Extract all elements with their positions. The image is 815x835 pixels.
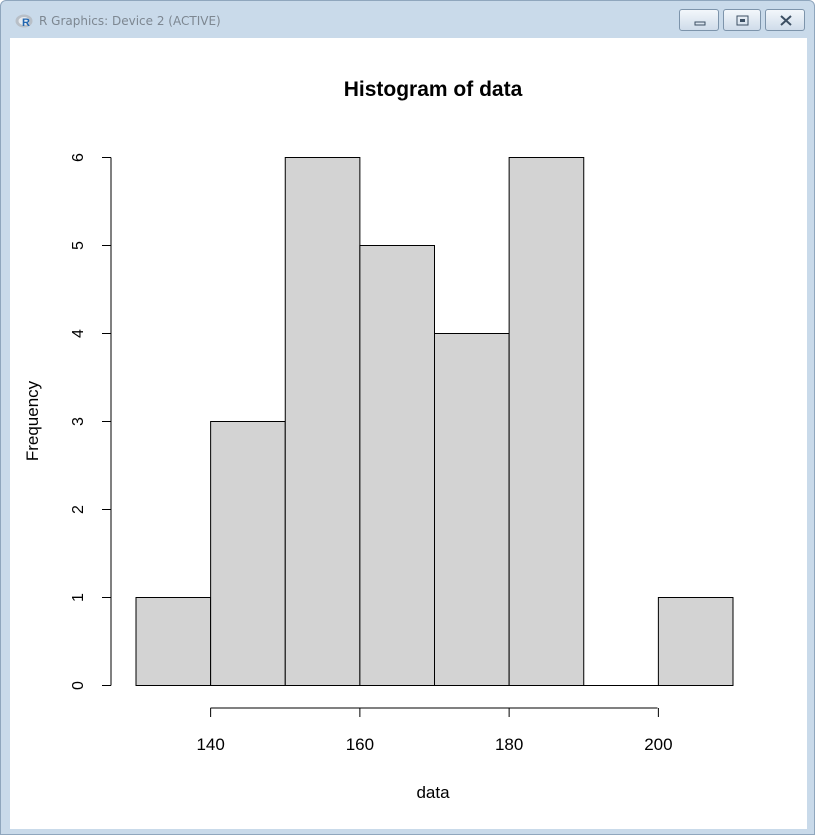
histogram-bar: [657, 597, 734, 686]
minimize-icon: [694, 21, 706, 26]
y-tick-label: 0: [70, 681, 87, 690]
x-tick-label: 200: [644, 735, 672, 754]
y-tick-label: 1: [70, 593, 87, 602]
r-logo-icon: R: [15, 14, 33, 29]
y-tick-label: 3: [70, 417, 87, 426]
y-tick-label: 2: [70, 505, 87, 514]
y-tick-label: 4: [70, 329, 87, 338]
histogram-bar: [359, 245, 435, 686]
histogram-bar: [210, 421, 286, 686]
histogram-chart: Histogram of data 0 1 2 3 4 5 6 140 160 180 200 d…: [23, 78, 734, 802]
maximize-icon: [736, 15, 749, 26]
histogram-bar: [434, 333, 510, 686]
bars-group: [135, 157, 734, 686]
y-ticks-group: 0 1 2 3 4 5 6: [70, 153, 111, 690]
x-ticks-group: 140 160 180 200: [196, 708, 673, 754]
histogram-bar: [135, 597, 212, 686]
y-tick-label: 6: [70, 153, 87, 162]
chart-title: Histogram of data: [344, 78, 523, 101]
x-tick-label: 180: [495, 735, 523, 754]
title-bar[interactable]: R R Graphics: Device 2 (ACTIVE): [1, 1, 814, 39]
window-title: R Graphics: Device 2 (ACTIVE): [39, 14, 221, 28]
y-axis-label: Frequency: [23, 380, 42, 461]
close-button[interactable]: [765, 9, 805, 31]
plot-area: Histogram of data 0 1 2 3 4 5 6 140 160 180 200 d…: [10, 38, 807, 829]
svg-text:R: R: [22, 17, 30, 29]
x-axis-label: data: [416, 783, 450, 802]
x-tick-label: 160: [346, 735, 374, 754]
close-icon: [780, 15, 792, 26]
histogram-bar: [284, 157, 361, 686]
minimize-button[interactable]: [679, 9, 719, 31]
y-tick-label: 5: [70, 241, 87, 250]
histogram-bar: [508, 157, 585, 686]
x-tick-label: 140: [196, 735, 224, 754]
maximize-button[interactable]: [723, 9, 761, 31]
